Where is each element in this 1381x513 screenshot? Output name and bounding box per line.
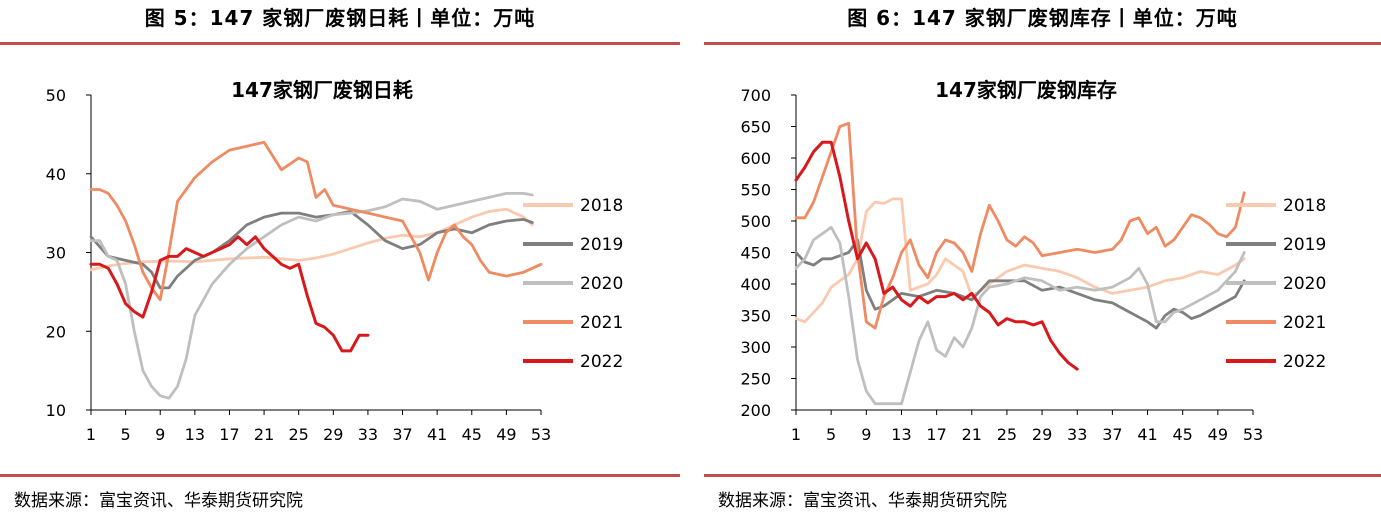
bottom-rule — [704, 474, 1381, 477]
y-tick-label: 650 — [740, 118, 771, 137]
series-line-2019 — [89, 210, 534, 290]
x-tick-label: 49 — [1208, 425, 1228, 444]
x-tick-label: 1 — [791, 425, 801, 444]
x-tick-label: 45 — [462, 425, 482, 444]
x-tick-label: 21 — [962, 425, 982, 444]
x-tick-label: 45 — [1173, 425, 1193, 444]
x-tick-label: 37 — [392, 425, 412, 444]
legend-label-2020: 2020 — [1283, 274, 1326, 294]
x-tick-label: 37 — [1102, 425, 1122, 444]
x-tick-label: 41 — [427, 425, 447, 444]
y-tick-label: 300 — [740, 338, 771, 357]
series-line-2022 — [794, 140, 1079, 371]
x-tick-label: 9 — [155, 425, 165, 444]
y-tick-label: 30 — [46, 244, 66, 263]
x-tick-label: 29 — [1032, 425, 1052, 444]
x-tick-label: 5 — [826, 425, 836, 444]
legend-label-2021: 2021 — [580, 313, 623, 333]
x-tick-label: 53 — [1243, 425, 1263, 444]
legend-label-2022: 2022 — [1283, 352, 1326, 372]
y-tick-label: 10 — [46, 401, 66, 420]
legend-label-2020: 2020 — [580, 274, 623, 294]
x-tick-label: 21 — [254, 425, 274, 444]
x-tick-label: 53 — [531, 425, 551, 444]
y-tick-label: 600 — [740, 149, 771, 168]
data-source-note: 数据来源：富宝资讯、华泰期货研究院 — [14, 491, 303, 511]
legend-label-2018: 2018 — [1283, 196, 1326, 216]
series-line-2020 — [89, 191, 534, 400]
x-tick-label: 49 — [496, 425, 516, 444]
series-line-2021 — [794, 121, 1246, 330]
x-tick-label: 41 — [1137, 425, 1157, 444]
figure-6-panel: 图 6：147 家钢厂废钢库存丨单位：万吨 147家钢厂废钢库存 200 250 30… — [704, 0, 1381, 513]
series-line-2021 — [89, 140, 543, 302]
x-tick-label: 13 — [891, 425, 911, 444]
chart-title: 147家钢厂废钢库存 — [935, 78, 1117, 102]
y-tick-label: 250 — [740, 370, 771, 389]
y-tick-label: 700 — [740, 86, 771, 105]
bottom-rule — [0, 474, 680, 477]
y-tick-label: 40 — [46, 165, 66, 184]
y-tick-label: 50 — [46, 86, 66, 105]
legend-label-2019: 2019 — [580, 235, 623, 255]
inventory-chart: 147家钢厂废钢库存 200 250 300 350 400 450 500 550 600 650… — [740, 78, 1326, 444]
y-tick-label: 20 — [46, 322, 66, 341]
x-tick-label: 1 — [86, 425, 96, 444]
legend-label-2021: 2021 — [1283, 313, 1326, 333]
legend-label-2019: 2019 — [1283, 235, 1326, 255]
legend-label-2018: 2018 — [580, 196, 623, 216]
x-tick-label: 9 — [861, 425, 871, 444]
x-tick-label: 25 — [289, 425, 309, 444]
series-line-2019 — [794, 238, 1246, 330]
x-tick-label: 5 — [121, 425, 131, 444]
x-tick-label: 13 — [185, 425, 205, 444]
top-rule — [704, 42, 1381, 45]
legend-label-2022: 2022 — [580, 352, 623, 372]
x-tick-label: 25 — [997, 425, 1017, 444]
y-tick-label: 350 — [740, 307, 771, 326]
y-tick-label: 400 — [740, 275, 771, 294]
x-tick-label: 17 — [219, 425, 239, 444]
y-tick-label: 550 — [740, 181, 771, 200]
figure-5-panel: 图 5：147 家钢厂废钢日耗丨单位：万吨 147家钢厂废钢日耗 10 20 30 40… — [0, 0, 680, 513]
x-tick-label: 17 — [926, 425, 946, 444]
data-source-note: 数据来源：富宝资讯、华泰期货研究院 — [718, 491, 1007, 511]
figure-caption: 图 6：147 家钢厂废钢库存丨单位：万吨 — [847, 6, 1238, 30]
x-tick-label: 29 — [323, 425, 343, 444]
daily-consumption-chart: 147家钢厂废钢日耗 10 20 30 40 50 1 5 9 13 17 21 25 29 33 37 41 4… — [46, 78, 624, 444]
y-tick-label: 450 — [740, 244, 771, 263]
figure-caption: 图 5：147 家钢厂废钢日耗丨单位：万吨 — [144, 6, 536, 30]
y-tick-label: 500 — [740, 212, 771, 231]
top-rule — [0, 42, 680, 45]
x-tick-label: 33 — [358, 425, 378, 444]
chart-title: 147家钢厂废钢日耗 — [231, 78, 413, 102]
series-line-2020 — [794, 225, 1246, 406]
x-tick-label: 33 — [1067, 425, 1087, 444]
y-tick-label: 200 — [740, 401, 771, 420]
series-line-2022 — [89, 235, 370, 353]
